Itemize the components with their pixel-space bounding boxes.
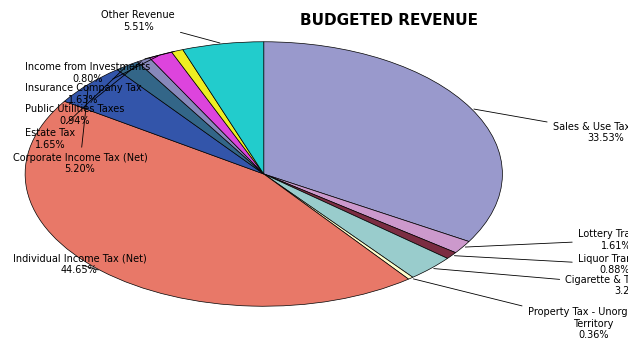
Wedge shape bbox=[65, 70, 264, 174]
Wedge shape bbox=[264, 174, 469, 253]
Text: Income from Investments
0.80%: Income from Investments 0.80% bbox=[25, 52, 175, 84]
Wedge shape bbox=[183, 42, 264, 174]
Text: Estate Tax
1.65%: Estate Tax 1.65% bbox=[25, 68, 125, 150]
Text: Cigarette & Tobacco Taxes
3.25%: Cigarette & Tobacco Taxes 3.25% bbox=[434, 269, 628, 296]
Text: Sales & Use Tax (Net)
33.53%: Sales & Use Tax (Net) 33.53% bbox=[474, 109, 628, 143]
Wedge shape bbox=[264, 42, 502, 242]
Wedge shape bbox=[264, 174, 455, 259]
Text: BUDGETED REVENUE: BUDGETED REVENUE bbox=[300, 13, 479, 29]
Text: Lottery Transfer
1.61%: Lottery Transfer 1.61% bbox=[465, 229, 628, 251]
Wedge shape bbox=[264, 174, 413, 279]
Wedge shape bbox=[117, 62, 264, 174]
Wedge shape bbox=[138, 58, 264, 174]
Text: Other Revenue
5.51%: Other Revenue 5.51% bbox=[101, 10, 220, 43]
Wedge shape bbox=[171, 50, 264, 174]
Text: Insurance Company Tax
1.63%: Insurance Company Tax 1.63% bbox=[25, 56, 158, 105]
Text: Individual Income Tax (Net)
44.65%: Individual Income Tax (Net) 44.65% bbox=[13, 254, 146, 275]
Wedge shape bbox=[149, 52, 264, 174]
Wedge shape bbox=[264, 174, 448, 277]
Text: Corporate Income Tax (Net)
5.20%: Corporate Income Tax (Net) 5.20% bbox=[13, 87, 148, 174]
Wedge shape bbox=[25, 101, 409, 306]
Text: Public Utilities Taxes
0.94%: Public Utilities Taxes 0.94% bbox=[25, 62, 141, 126]
Text: Property Tax - Unorganized
Territory
0.36%: Property Tax - Unorganized Territory 0.3… bbox=[413, 279, 628, 340]
Text: Liquor Transfer
0.88%: Liquor Transfer 0.88% bbox=[455, 254, 628, 275]
